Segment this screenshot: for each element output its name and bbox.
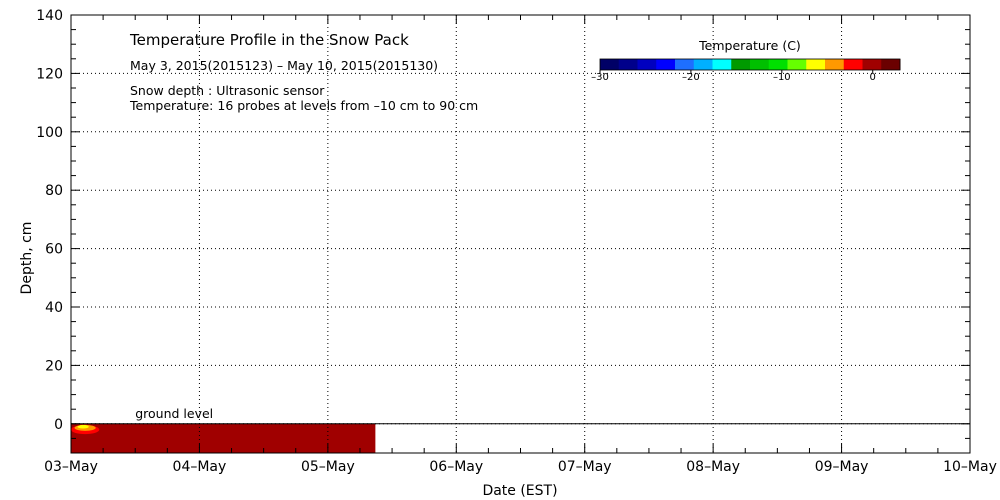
x-axis-label: Date (EST): [482, 483, 557, 499]
colorbar-swatch: [881, 59, 901, 70]
colorbar-ticks: –30 –20 –10 0: [591, 70, 876, 83]
y-tick-label: 120: [36, 66, 63, 82]
x-tick-label: 07–May: [558, 459, 612, 475]
y-tick-label: 20: [45, 358, 63, 374]
colorbar-title: Temperature (C): [698, 38, 801, 53]
colorbar-swatch: [768, 59, 788, 70]
y-tick-label: 40: [45, 300, 63, 316]
colorbar-tick-label: –10: [773, 72, 791, 83]
note-snow-depth: Snow depth : Ultrasonic sensor: [130, 83, 325, 98]
y-tick-labels: 0 20 40 60 80 100 120 140: [36, 8, 63, 433]
colorbar-swatch: [675, 59, 695, 70]
x-tick-label: 08–May: [686, 459, 740, 475]
colorbar-swatch: [731, 59, 751, 70]
x-tick-label: 05–May: [301, 459, 355, 475]
y-tick-label: 140: [36, 8, 63, 24]
colorbar-tick-label: –30: [591, 72, 609, 83]
y-axis-label: Depth, cm: [19, 222, 35, 295]
x-tick-label: 10–May: [943, 459, 997, 475]
axis-ticks: [70, 14, 971, 454]
y-tick-label: 0: [54, 417, 63, 433]
colorbar-swatch: [637, 59, 657, 70]
colorbar-swatch: [862, 59, 882, 70]
y-tick-label: 80: [45, 183, 63, 199]
colorbar-frame: [599, 58, 901, 71]
colorbar-tick-label: 0: [870, 72, 876, 83]
colorbar-swatch: [806, 59, 826, 70]
colorbar-swatch: [712, 59, 732, 70]
x-tick-label: 09–May: [815, 459, 869, 475]
ground-level-label: ground level: [135, 406, 213, 421]
colorbar-swatch: [843, 59, 863, 70]
y-tick-label: 60: [45, 242, 63, 258]
x-tick-label: 03–May: [44, 459, 98, 475]
x-tick-labels: 03–May 04–May 05–May 06–May 07–May 08–May 09–M…: [44, 459, 997, 475]
colorbar-swatch: [787, 59, 807, 70]
chart-subtitle: May 3, 2015(2015123) – May 10, 2015(2015…: [130, 58, 438, 73]
note-temperature-probes: Temperature: 16 probes at levels from –1…: [129, 98, 478, 113]
colorbar-swatch: [750, 59, 770, 70]
chart-title: Temperature Profile in the Snow Pack: [129, 31, 409, 49]
colorbar-swatch: [618, 59, 638, 70]
colorbar-swatch: [693, 59, 713, 70]
x-tick-label: 06–May: [429, 459, 483, 475]
colorbar-swatch: [825, 59, 845, 70]
heatmap-layer: [71, 423, 376, 453]
heatmap-cell: [77, 424, 89, 429]
y-tick-label: 100: [36, 125, 63, 141]
colorbar-swatch: [656, 59, 676, 70]
heatmap-cell: [71, 423, 376, 453]
colorbar-swatch: [600, 59, 620, 70]
x-tick-label: 04–May: [173, 459, 227, 475]
colorbar-tick-label: –20: [682, 72, 700, 83]
colorbar-swatches: [599, 58, 901, 71]
colorbar-legend: Temperature (C) –30 –20 –10 0: [591, 38, 901, 83]
